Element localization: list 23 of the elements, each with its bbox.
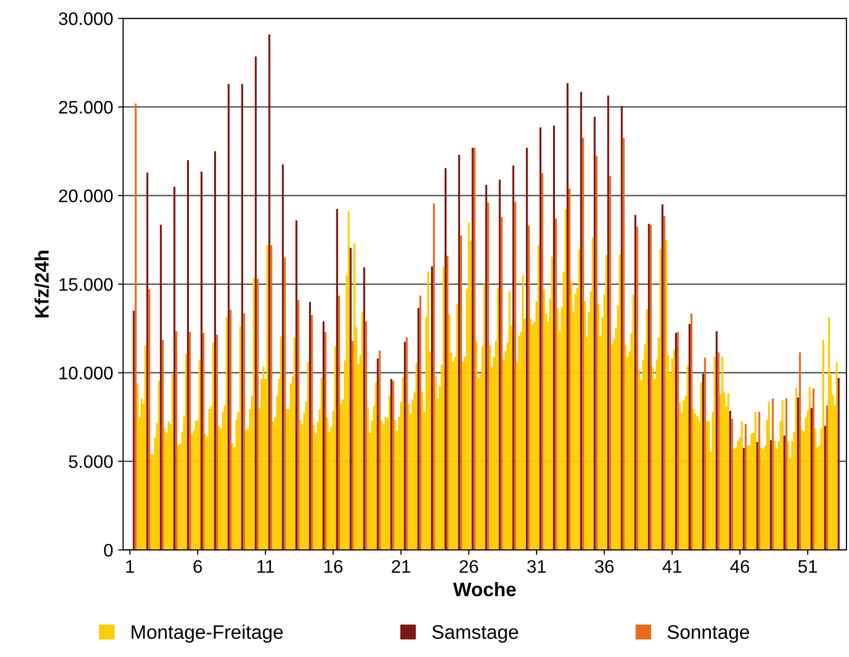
x-tick-label: 16 — [324, 560, 342, 573]
x-tick-label: 46 — [730, 560, 750, 573]
y-tick-label: 5.000 — [68, 455, 113, 468]
legend-label: Montage-Freitage — [132, 624, 283, 643]
y-axis-title: Kfz/24h — [34, 250, 49, 318]
y-tick-label: 10.000 — [60, 366, 113, 380]
x-tick-label: 26 — [460, 560, 478, 573]
x-tick-label: 31 — [527, 560, 546, 573]
x-tick-label: 11 — [257, 560, 274, 573]
x-axis-title: Woche — [453, 582, 516, 596]
x-tick-label: 51 — [798, 560, 817, 573]
x-tick-label: 1 — [126, 560, 134, 573]
legend-label: Samstage — [432, 625, 518, 643]
x-tick-label: 6 — [194, 560, 202, 573]
x-tick-label: 41 — [662, 560, 682, 573]
y-tick-label: 20.000 — [59, 190, 113, 202]
y-tick-label: 15.000 — [60, 278, 113, 291]
x-tick-label: 21 — [392, 560, 410, 573]
y-tick-label: 30.000 — [58, 12, 113, 26]
y-tick-label: 25.000 — [59, 100, 113, 114]
x-tick-label: 36 — [594, 560, 614, 573]
y-tick-label: 0 — [104, 544, 113, 557]
legend-label: Sonntage — [668, 625, 750, 643]
